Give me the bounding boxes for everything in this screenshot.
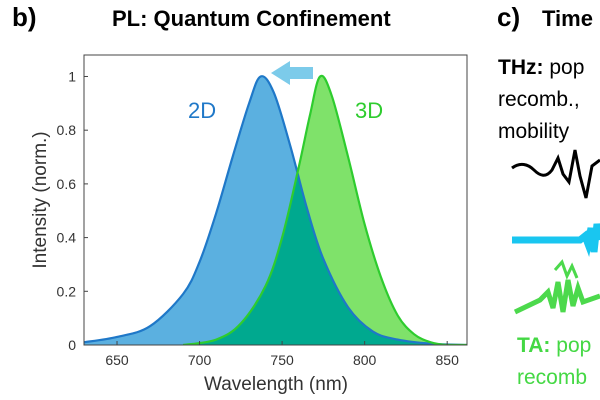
y-axis-ticks: 0 0.2 0.4 0.6 0.8 1 xyxy=(57,68,88,353)
panel-b-letter: b) xyxy=(12,2,37,32)
series-2d-fill xyxy=(84,76,467,345)
x-tick-label: 700 xyxy=(188,352,212,368)
y-tick-label: 0.4 xyxy=(57,230,77,246)
series-2d-label: 2D xyxy=(188,98,216,123)
panel-b-title: PL: Quantum Confinement xyxy=(112,6,391,31)
ta-line-2: recomb xyxy=(517,366,587,389)
series-fills xyxy=(84,74,467,345)
y-tick-label: 1 xyxy=(68,68,76,84)
y-tick-label: 0 xyxy=(68,337,76,353)
panel-c: c) Time THz: pop recomb., mobility TA: p… xyxy=(497,2,600,389)
x-tick-label: 800 xyxy=(353,352,377,368)
series-3d-fill xyxy=(183,75,467,345)
x-tick-label: 650 xyxy=(105,352,129,368)
panel-c-title: Time xyxy=(542,6,593,31)
shift-arrow-head xyxy=(271,61,290,85)
thz-bold-label: THz: xyxy=(498,56,544,79)
panel-c-letter: c) xyxy=(497,2,520,32)
ta-bold-label: TA: xyxy=(517,334,550,357)
series-3d-label: 3D xyxy=(355,98,383,123)
y-tick-label: 0.8 xyxy=(57,122,77,138)
shift-arrow-shaft xyxy=(290,67,313,79)
y-tick-label: 0.6 xyxy=(57,176,77,192)
thz-line-1-text: pop xyxy=(549,56,584,79)
plot-area: 650 700 750 800 850 0 0.2 0.4 0.6 0.8 1 2D 3D Wav… xyxy=(30,54,468,395)
thz-waveform xyxy=(511,149,600,199)
x-tick-label: 750 xyxy=(270,352,294,368)
green-waveform-tail xyxy=(553,259,579,280)
ta-line-1: TA: pop xyxy=(517,334,591,357)
series-2d-line xyxy=(84,75,467,345)
x-axis-label: Wavelength (nm) xyxy=(204,374,348,395)
green-waveform xyxy=(513,279,600,315)
cyan-waveform xyxy=(512,223,600,257)
thz-line-3: mobility xyxy=(498,120,570,143)
x-tick-label: 850 xyxy=(436,352,460,368)
thz-line-2: recomb., xyxy=(498,88,580,111)
shift-arrow xyxy=(271,61,313,85)
x-axis-ticks: 650 700 750 800 850 xyxy=(105,341,459,368)
y-tick-label: 0.2 xyxy=(57,283,77,299)
plot-frame xyxy=(83,54,468,346)
thz-line-1: THz: pop xyxy=(498,56,584,79)
y-axis-label: Intensity (norm.) xyxy=(30,131,51,268)
ta-line-1-text: pop xyxy=(556,334,591,357)
series-3d-line xyxy=(182,74,467,345)
